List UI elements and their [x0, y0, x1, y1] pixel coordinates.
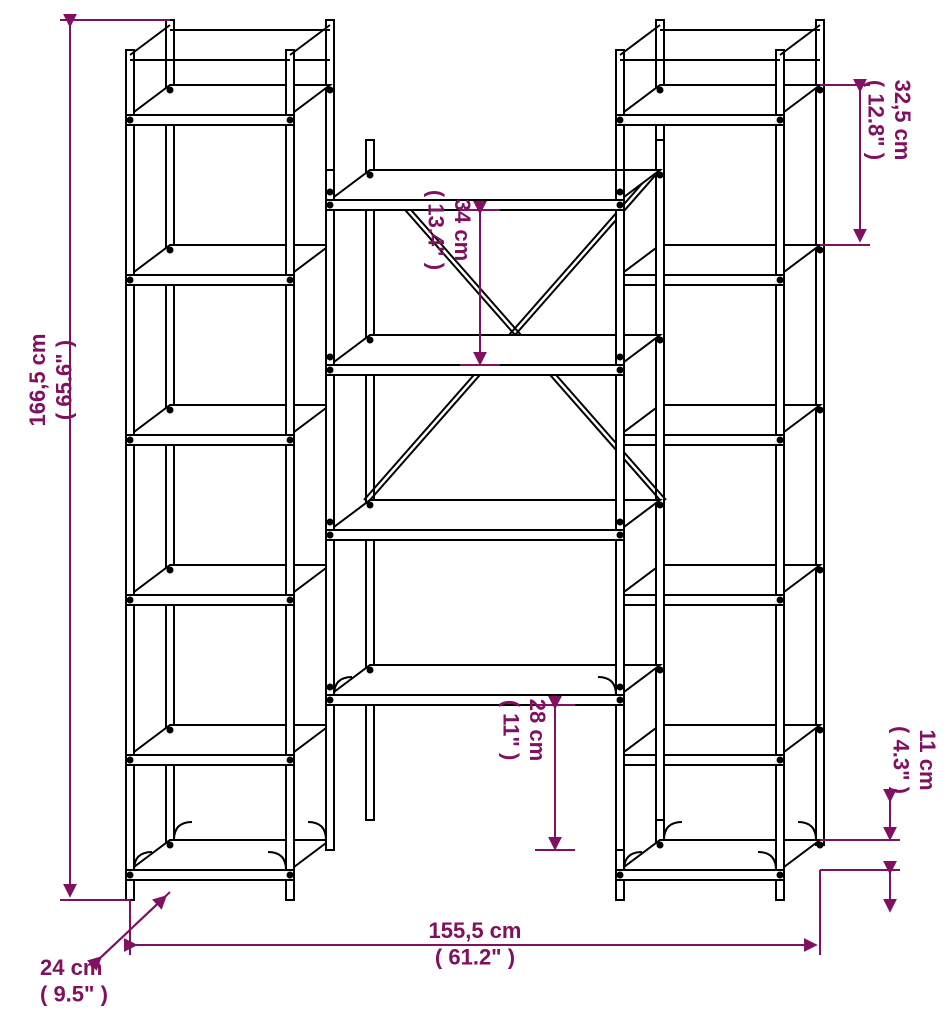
dim-height-total: 166,5 cm( 65.6" ) [25, 334, 76, 427]
dim-width-total: 155,5 cm( 61.2" ) [429, 918, 522, 969]
dim-center-bottom-gap: 28 cm( 11" ) [499, 699, 550, 761]
dim-foot-height: 11 cm( 4.3" ) [889, 726, 940, 794]
dim-center-shelf-gap: 34 cm( 13.4" ) [424, 190, 475, 270]
dim-shelf-gap-top: 32,5 cm( 12.8" ) [864, 80, 915, 161]
dim-depth: 24 cm( 9.5" ) [40, 955, 108, 1006]
